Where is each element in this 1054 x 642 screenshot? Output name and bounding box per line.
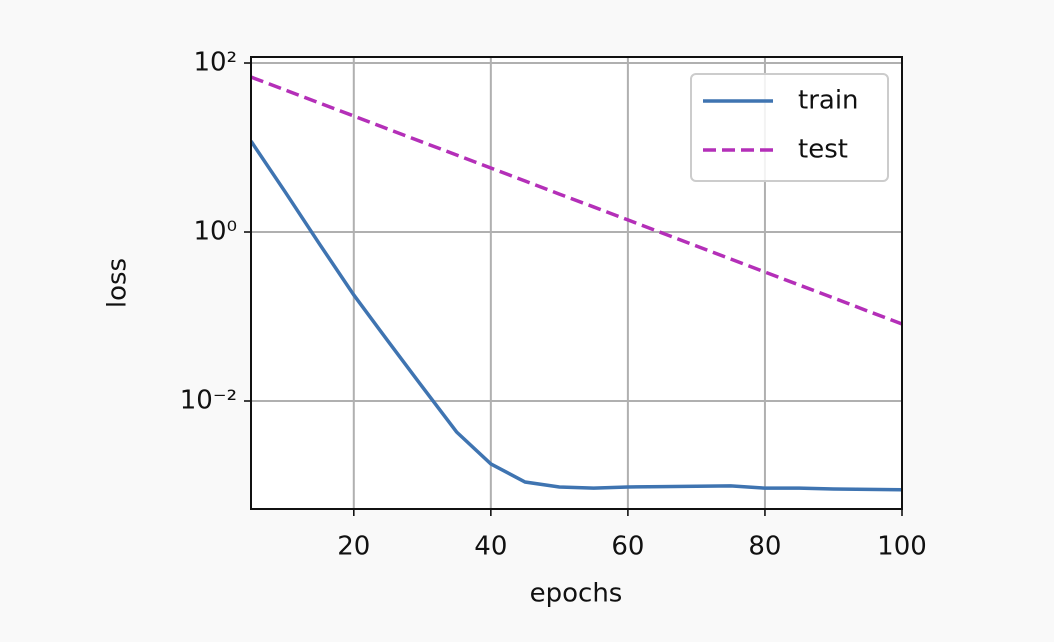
y-tick-label: 10⁰ bbox=[193, 217, 237, 247]
series-line bbox=[251, 75, 902, 326]
series-line bbox=[251, 140, 902, 492]
legend: train test bbox=[690, 73, 889, 182]
y-tick-label: 10² bbox=[193, 48, 237, 78]
x-tick-label: 60 bbox=[611, 532, 644, 562]
lines bbox=[251, 75, 902, 492]
x-tick-label: 80 bbox=[748, 532, 781, 562]
legend-label: test bbox=[798, 135, 848, 165]
x-tick-label: 20 bbox=[337, 532, 370, 562]
x-axis-label: epochs bbox=[530, 579, 623, 609]
legend-label: train bbox=[798, 86, 859, 116]
axes-frame bbox=[250, 56, 903, 510]
y-axis-label: loss bbox=[103, 258, 133, 308]
x-tick-label: 40 bbox=[474, 532, 507, 562]
x-tick-label: 100 bbox=[877, 532, 927, 562]
y-tick-label: 10⁻² bbox=[180, 385, 237, 415]
